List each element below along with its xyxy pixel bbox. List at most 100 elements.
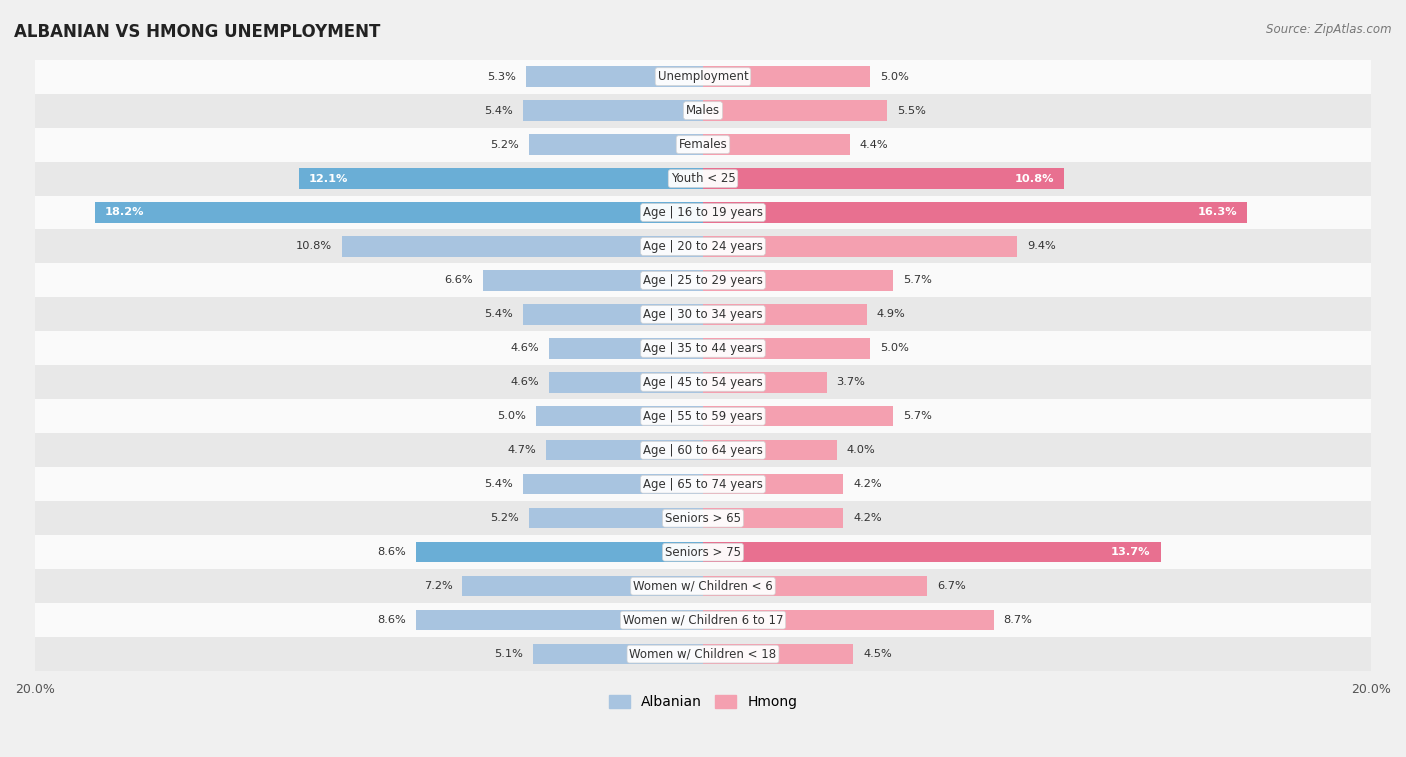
Bar: [18, 637, 1388, 671]
Text: Seniors > 65: Seniors > 65: [665, 512, 741, 525]
Text: Females: Females: [679, 138, 727, 151]
Bar: [703, 372, 827, 393]
Bar: [703, 270, 893, 291]
Bar: [550, 372, 703, 393]
Bar: [703, 542, 1160, 562]
Text: 3.7%: 3.7%: [837, 377, 866, 388]
Bar: [533, 644, 703, 665]
Legend: Albanian, Hmong: Albanian, Hmong: [603, 690, 803, 715]
Text: ALBANIAN VS HMONG UNEMPLOYMENT: ALBANIAN VS HMONG UNEMPLOYMENT: [14, 23, 381, 41]
Bar: [416, 542, 703, 562]
Text: 8.6%: 8.6%: [377, 547, 406, 557]
Text: 5.0%: 5.0%: [880, 72, 908, 82]
Text: 13.7%: 13.7%: [1111, 547, 1150, 557]
Bar: [342, 236, 703, 257]
Text: 4.6%: 4.6%: [510, 377, 540, 388]
Bar: [523, 101, 703, 121]
Text: 5.1%: 5.1%: [494, 649, 523, 659]
Bar: [18, 263, 1388, 298]
Text: Age | 35 to 44 years: Age | 35 to 44 years: [643, 342, 763, 355]
Bar: [18, 195, 1388, 229]
Bar: [18, 94, 1388, 128]
Text: 5.3%: 5.3%: [486, 72, 516, 82]
Bar: [703, 304, 866, 325]
Bar: [703, 67, 870, 87]
Bar: [18, 128, 1388, 161]
Text: 5.7%: 5.7%: [904, 411, 932, 422]
Text: 8.7%: 8.7%: [1004, 615, 1032, 625]
Bar: [703, 236, 1017, 257]
Text: Women w/ Children < 6: Women w/ Children < 6: [633, 580, 773, 593]
Bar: [18, 229, 1388, 263]
Bar: [703, 644, 853, 665]
Text: Age | 20 to 24 years: Age | 20 to 24 years: [643, 240, 763, 253]
Text: 6.6%: 6.6%: [444, 276, 472, 285]
Text: 8.6%: 8.6%: [377, 615, 406, 625]
Text: Women w/ Children 6 to 17: Women w/ Children 6 to 17: [623, 614, 783, 627]
Text: 4.4%: 4.4%: [860, 139, 889, 150]
Bar: [550, 338, 703, 359]
Bar: [703, 440, 837, 460]
Text: Age | 45 to 54 years: Age | 45 to 54 years: [643, 375, 763, 389]
Bar: [536, 406, 703, 426]
Text: 16.3%: 16.3%: [1198, 207, 1237, 217]
Bar: [703, 406, 893, 426]
Text: 7.2%: 7.2%: [423, 581, 453, 591]
Text: Source: ZipAtlas.com: Source: ZipAtlas.com: [1267, 23, 1392, 36]
Bar: [703, 474, 844, 494]
Bar: [18, 501, 1388, 535]
Text: Seniors > 75: Seniors > 75: [665, 546, 741, 559]
Bar: [18, 433, 1388, 467]
Bar: [416, 610, 703, 631]
Text: 4.0%: 4.0%: [846, 445, 876, 455]
Text: 18.2%: 18.2%: [105, 207, 145, 217]
Bar: [703, 202, 1247, 223]
Bar: [18, 298, 1388, 332]
Text: 4.7%: 4.7%: [508, 445, 536, 455]
Text: Women w/ Children < 18: Women w/ Children < 18: [630, 647, 776, 661]
Bar: [18, 366, 1388, 400]
Text: 5.2%: 5.2%: [491, 513, 519, 523]
Bar: [703, 576, 927, 597]
Text: 9.4%: 9.4%: [1026, 241, 1056, 251]
Text: 5.5%: 5.5%: [897, 105, 925, 116]
Bar: [18, 332, 1388, 366]
Bar: [703, 168, 1064, 188]
Bar: [18, 603, 1388, 637]
Text: 4.5%: 4.5%: [863, 649, 891, 659]
Text: 10.8%: 10.8%: [1014, 173, 1053, 183]
Bar: [18, 467, 1388, 501]
Bar: [18, 161, 1388, 195]
Text: 5.0%: 5.0%: [498, 411, 526, 422]
Text: Age | 55 to 59 years: Age | 55 to 59 years: [643, 410, 763, 423]
Bar: [703, 338, 870, 359]
Text: Age | 30 to 34 years: Age | 30 to 34 years: [643, 308, 763, 321]
Bar: [703, 610, 994, 631]
Text: Unemployment: Unemployment: [658, 70, 748, 83]
Bar: [529, 508, 703, 528]
Bar: [523, 474, 703, 494]
Text: 5.7%: 5.7%: [904, 276, 932, 285]
Text: 6.7%: 6.7%: [936, 581, 966, 591]
Bar: [546, 440, 703, 460]
Text: 12.1%: 12.1%: [309, 173, 349, 183]
Text: 5.4%: 5.4%: [484, 105, 513, 116]
Bar: [526, 67, 703, 87]
Text: Youth < 25: Youth < 25: [671, 172, 735, 185]
Text: Age | 16 to 19 years: Age | 16 to 19 years: [643, 206, 763, 219]
Bar: [299, 168, 703, 188]
Bar: [18, 569, 1388, 603]
Text: Males: Males: [686, 104, 720, 117]
Text: 5.4%: 5.4%: [484, 479, 513, 489]
Text: 4.9%: 4.9%: [877, 310, 905, 319]
Bar: [96, 202, 703, 223]
Text: 5.4%: 5.4%: [484, 310, 513, 319]
Bar: [463, 576, 703, 597]
Text: 10.8%: 10.8%: [297, 241, 332, 251]
Bar: [18, 535, 1388, 569]
Text: 4.2%: 4.2%: [853, 513, 882, 523]
Bar: [18, 400, 1388, 433]
Bar: [523, 304, 703, 325]
Bar: [482, 270, 703, 291]
Text: 4.6%: 4.6%: [510, 344, 540, 354]
